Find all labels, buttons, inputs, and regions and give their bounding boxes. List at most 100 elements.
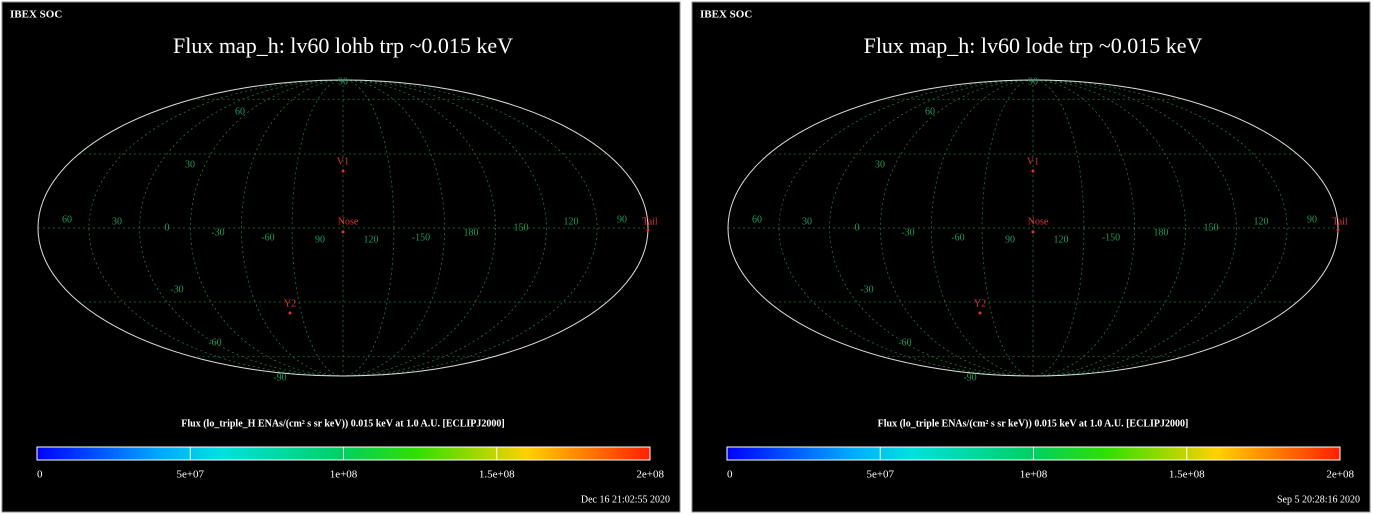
flux-cell [424, 319, 437, 332]
flux-cell [294, 215, 307, 228]
flux-cell [372, 280, 385, 293]
flux-cell [359, 254, 372, 267]
flux-cell [463, 150, 476, 163]
flux-cell [432, 124, 445, 137]
flux-cell [307, 163, 320, 176]
flux-cell [971, 202, 984, 215]
flux-cell [1103, 98, 1116, 111]
flux-cell [1140, 215, 1153, 228]
flux-cell [1075, 241, 1088, 254]
flux-cell [1036, 293, 1049, 306]
flux-cell [458, 124, 471, 137]
flux-cell [398, 150, 411, 163]
flux-cell [437, 280, 450, 293]
flux-cell [984, 228, 997, 241]
flux-cell [1075, 306, 1088, 319]
flux-cell [1049, 215, 1062, 228]
flux-cell [385, 332, 398, 345]
flux-cell [411, 150, 424, 163]
flux-cell [476, 306, 489, 319]
flux-cell [320, 163, 333, 176]
flux-cell [346, 293, 359, 306]
flux-cell [971, 228, 984, 241]
flux-cell [971, 280, 984, 293]
flux-cell [971, 267, 984, 280]
flux-cell [1127, 319, 1140, 332]
flux-cell [320, 228, 333, 241]
flux-cell [1140, 293, 1153, 306]
flux-cell [1109, 124, 1122, 137]
flux-cell [1127, 293, 1140, 306]
flux-cell [1101, 163, 1114, 176]
colorbar-tick-label: 1.5e+08 [479, 469, 515, 481]
flux-cell [424, 267, 437, 280]
flux-cell [1140, 228, 1153, 241]
flux-cell [307, 202, 320, 215]
flux-cell [450, 267, 463, 280]
flux-cell [463, 189, 476, 202]
grid-label: 90 [617, 214, 627, 225]
flux-cell [294, 176, 307, 189]
flux-cell [1088, 228, 1101, 241]
flux-cell [463, 306, 476, 319]
flux-cell [1140, 163, 1153, 176]
flux-cell [411, 267, 424, 280]
flux-cell [398, 254, 411, 267]
flux-cell [419, 124, 432, 137]
flux-cell [463, 319, 476, 332]
grid-label: 150 [514, 222, 529, 233]
flux-cell [1075, 85, 1088, 98]
flux-cell [385, 85, 398, 98]
flux-cell [1049, 241, 1062, 254]
flux-cell [398, 241, 411, 254]
flux-cell [1010, 228, 1023, 241]
flux-cell [997, 202, 1010, 215]
flux-cell [1036, 189, 1049, 202]
colorbar-tick-label: 2e+08 [1326, 469, 1354, 481]
flux-cell [1036, 241, 1049, 254]
colorbar-tick-label: 1e+08 [330, 469, 358, 481]
flux-cell [385, 254, 398, 267]
panel: IBEX SOC Flux map_h: lv60 lode trp ~0.015… [691, 1, 1371, 513]
flux-cell [1088, 215, 1101, 228]
grid-label: 180 [1154, 227, 1169, 238]
flux-cell [1101, 306, 1114, 319]
flux-cell [476, 215, 489, 228]
flux-cell [463, 215, 476, 228]
flux-cell [1075, 150, 1088, 163]
flux-cell [385, 150, 398, 163]
flux-cell [1153, 241, 1166, 254]
flux-cell [1153, 176, 1166, 189]
flux-cell [1010, 306, 1023, 319]
flux-cell [294, 306, 307, 319]
flux-cell [398, 267, 411, 280]
flux-cell [346, 215, 359, 228]
flux-cell [1049, 228, 1062, 241]
flux-cell [1166, 150, 1179, 163]
grid-label: -30 [901, 227, 914, 238]
flux-cell [997, 163, 1010, 176]
flux-cell [476, 189, 489, 202]
flux-cell [385, 280, 398, 293]
flux-cell [476, 176, 489, 189]
flux-cell [333, 189, 346, 202]
flux-cell [476, 163, 489, 176]
flux-cell [1036, 215, 1049, 228]
flux-cell [1075, 163, 1088, 176]
flux-cell [1114, 215, 1127, 228]
flux-cell [1166, 293, 1179, 306]
flux-cell [333, 267, 346, 280]
flux-cell [411, 293, 424, 306]
colorbar-tick-label: 5e+07 [176, 469, 204, 481]
flux-cell [294, 150, 307, 163]
flux-cell [1114, 306, 1127, 319]
flux-cell [320, 267, 333, 280]
flux-cell [1023, 176, 1036, 189]
flux-cell [1166, 189, 1179, 202]
marker-label: Tail [642, 216, 658, 227]
flux-cell [405, 111, 418, 124]
grid-label: 90 [1307, 214, 1317, 225]
flux-cell [372, 319, 385, 332]
flux-cell [476, 150, 489, 163]
